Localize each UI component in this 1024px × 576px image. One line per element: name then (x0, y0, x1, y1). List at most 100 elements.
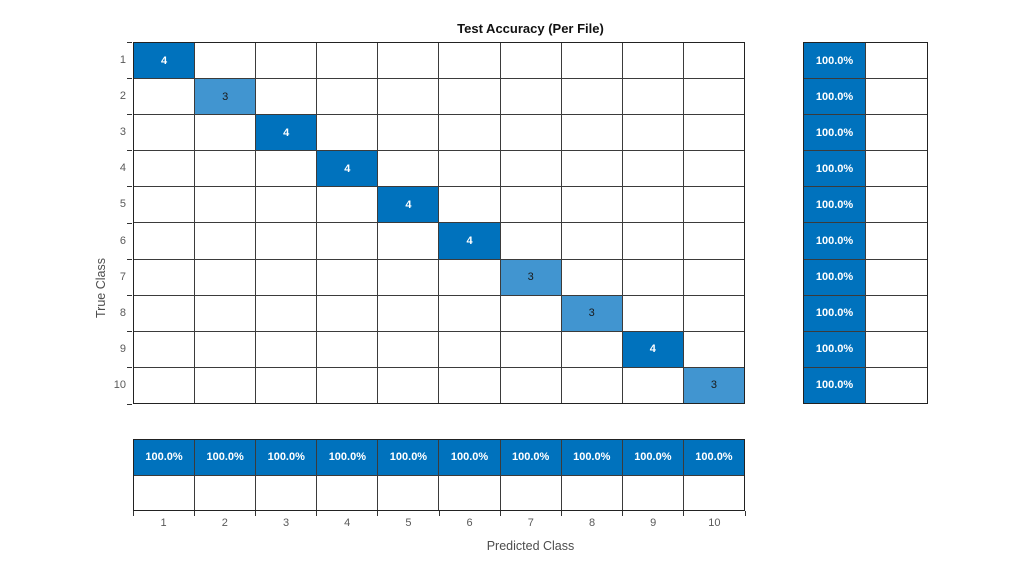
matrix-cell-empty (500, 43, 561, 79)
y-axis-tick-mark (127, 113, 132, 115)
matrix-cell-empty (500, 115, 561, 151)
matrix-cell-empty (561, 259, 622, 295)
x-tick-label: 10 (708, 517, 721, 529)
matrix-cell-empty (622, 367, 683, 403)
matrix-cell-empty (683, 331, 744, 367)
matrix-cell-diagonal: 4 (622, 331, 683, 367)
matrix-cell-diagonal: 3 (683, 367, 744, 403)
x-axis-tick-mark (316, 511, 318, 516)
matrix-cell-empty (500, 295, 561, 331)
matrix-cell-empty (317, 367, 378, 403)
matrix-cell-empty (195, 259, 256, 295)
row-summary-correct-cell: 100.0% (804, 187, 865, 223)
row-summary-correct-cell: 100.0% (804, 223, 865, 259)
matrix-cell-empty (683, 223, 744, 259)
matrix-cell-empty (622, 223, 683, 259)
row-summary-incorrect-cell (866, 151, 927, 187)
matrix-cell-empty (622, 151, 683, 187)
matrix-cell-empty (195, 43, 256, 79)
column-summary-correct-cell: 100.0% (683, 440, 744, 475)
row-summary-incorrect-cell (866, 223, 927, 259)
y-tick-label: 5 (119, 198, 126, 211)
matrix-cell-empty (439, 187, 500, 223)
matrix-cell-empty (683, 43, 744, 79)
matrix-cell-empty (683, 115, 744, 151)
x-tick-label: 7 (527, 517, 534, 529)
y-axis-tick-mark (127, 150, 132, 152)
matrix-cell-empty (561, 187, 622, 223)
row-summary-incorrect-cell (866, 295, 927, 331)
matrix-cell-empty (439, 151, 500, 187)
matrix-cell-empty (134, 187, 195, 223)
matrix-cell-empty (134, 295, 195, 331)
matrix-cell-empty (378, 367, 439, 403)
y-axis-tick-mark (127, 367, 132, 369)
matrix-cell-empty (500, 187, 561, 223)
matrix-cell-diagonal: 4 (134, 43, 195, 79)
x-axis-tick-mark (560, 511, 562, 516)
matrix-cell-empty (500, 223, 561, 259)
matrix-cell-empty (439, 259, 500, 295)
matrix-cell-empty (561, 43, 622, 79)
matrix-cell-diagonal: 3 (500, 259, 561, 295)
matrix-cell-empty (439, 295, 500, 331)
matrix-cell-empty (500, 331, 561, 367)
column-summary-incorrect-cell (134, 475, 195, 510)
matrix-cell-empty (622, 259, 683, 295)
row-summary-grid: 100.0% 100.0% 100.0% 100.0% 100.0% 100.0% 100.… (803, 42, 928, 404)
column-summary-correct-cell: 100.0% (256, 440, 317, 475)
x-tick-label: 2 (221, 517, 228, 529)
matrix-cell-empty (683, 187, 744, 223)
matrix-cell-empty (439, 79, 500, 115)
x-tick-label: 9 (650, 517, 657, 529)
matrix-cell-empty (256, 43, 317, 79)
matrix-cell-empty (500, 367, 561, 403)
matrix-cell-empty (134, 367, 195, 403)
matrix-cell-empty (195, 151, 256, 187)
column-summary-correct-cell: 100.0% (622, 440, 683, 475)
row-summary-correct-cell: 100.0% (804, 295, 865, 331)
matrix-cell-empty (134, 331, 195, 367)
y-axis-tick-mark (127, 403, 132, 405)
matrix-cell-empty (195, 187, 256, 223)
y-axis-tick-mark (127, 77, 132, 79)
x-axis-tick-mark (193, 511, 195, 516)
column-summary-correct-cell: 100.0% (134, 440, 195, 475)
x-axis-tick-mark (377, 511, 379, 516)
matrix-cell-empty (378, 115, 439, 151)
matrix-cell-empty (195, 223, 256, 259)
matrix-cell-empty (500, 79, 561, 115)
x-tick-label: 1 (160, 517, 167, 529)
x-axis-tick-mark (438, 511, 440, 516)
matrix-cell-empty (317, 223, 378, 259)
column-summary-correct-cell: 100.0% (439, 440, 500, 475)
row-summary-correct-cell: 100.0% (804, 367, 865, 403)
matrix-cell-empty (256, 187, 317, 223)
y-tick-label: 3 (119, 126, 126, 138)
y-tick-label: 6 (119, 234, 126, 247)
row-summary-incorrect-cell (866, 115, 927, 151)
matrix-cell-empty (561, 331, 622, 367)
matrix-cell-empty (378, 79, 439, 115)
column-summary-correct-cell: 100.0% (500, 440, 561, 475)
matrix-cell-empty (134, 259, 195, 295)
x-tick-label: 6 (466, 517, 473, 529)
y-axis-tick-mark (127, 41, 132, 43)
column-summary-grid: 100.0% 100.0% 100.0% 100.0% 100.0% 100.0% 100.… (133, 439, 745, 511)
matrix-cell-diagonal: 4 (439, 223, 500, 259)
row-summary-correct-cell: 100.0% (804, 259, 865, 295)
matrix-cell-empty (378, 331, 439, 367)
column-summary-correct-cell: 100.0% (561, 440, 622, 475)
column-summary-correct-cell: 100.0% (195, 440, 256, 475)
column-summary-incorrect-cell (683, 475, 744, 510)
matrix-cell-empty (195, 331, 256, 367)
row-summary-correct-cell: 100.0% (804, 151, 865, 187)
x-tick-label: 5 (405, 517, 412, 529)
matrix-cell-diagonal: 4 (317, 151, 378, 187)
row-summary-incorrect-cell (866, 43, 927, 79)
matrix-cell-empty (683, 151, 744, 187)
x-axis-tick-mark (744, 511, 746, 516)
matrix-cell-empty (439, 115, 500, 151)
